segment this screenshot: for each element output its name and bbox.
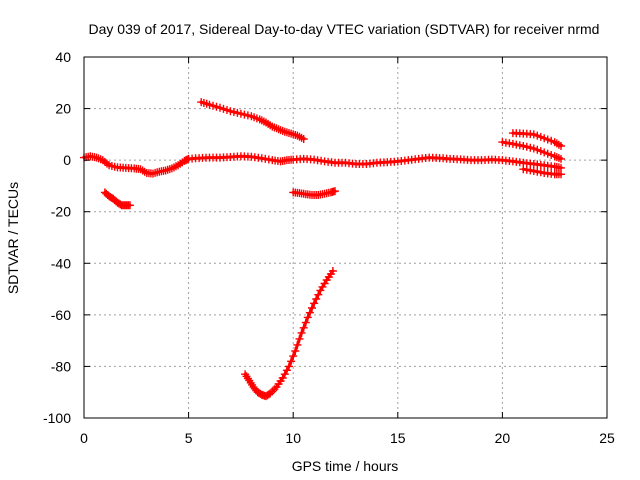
data-point	[557, 154, 565, 163]
series-track-low-2	[289, 187, 339, 199]
data-point	[299, 323, 308, 332]
series-track-end-3	[519, 165, 565, 179]
data-point	[557, 170, 565, 179]
y-tick-label: 0	[63, 152, 71, 168]
data-point	[310, 299, 319, 308]
data-point	[219, 104, 228, 113]
x-tick-label: 10	[285, 430, 301, 446]
data-point	[285, 362, 293, 371]
data-point	[547, 136, 556, 145]
data-point	[328, 267, 337, 275]
series-track-low-1	[100, 188, 134, 210]
series-track-end-1	[508, 129, 565, 150]
data-point	[303, 313, 312, 322]
data-point	[240, 110, 249, 119]
data-point	[543, 135, 552, 144]
y-axis-label: SDTVAR / TECUs	[5, 182, 21, 294]
data-point	[293, 340, 302, 349]
data-point	[287, 357, 296, 366]
y-tick-label: 40	[55, 49, 71, 65]
data-point	[291, 347, 300, 355]
data-point	[126, 201, 134, 210]
data-point	[331, 187, 339, 196]
x-tick-label: 15	[390, 430, 406, 446]
data-point	[529, 144, 538, 153]
data-point	[533, 131, 542, 140]
data-point	[522, 142, 531, 151]
data-point	[508, 139, 517, 148]
x-tick-label: 5	[185, 430, 193, 446]
data-point	[536, 147, 545, 156]
data-point	[312, 295, 321, 303]
data-point	[209, 101, 217, 110]
series-track-main	[80, 152, 565, 178]
chart-title: Day 039 of 2017, Sidereal Day-to-day VTE…	[89, 21, 600, 37]
x-tick-label: 0	[80, 430, 88, 446]
y-tick-label: -100	[43, 410, 71, 426]
data-point	[547, 151, 556, 159]
data-point	[540, 134, 549, 143]
data-point	[305, 308, 314, 317]
y-axis-ticks: -100 -80 -60 -40 -20 0 20 40	[43, 49, 607, 426]
data-point	[229, 108, 238, 116]
x-tick-label: 20	[495, 430, 511, 446]
data-point	[308, 304, 316, 312]
data-point	[536, 132, 545, 141]
y-tick-label: -80	[51, 358, 71, 374]
data-series	[80, 98, 565, 401]
data-point	[233, 108, 242, 117]
data-point	[314, 290, 323, 299]
data-point	[212, 102, 221, 111]
data-point	[289, 352, 298, 361]
series-track-end-2	[498, 138, 565, 163]
data-point	[533, 145, 542, 154]
y-tick-label: 20	[55, 101, 71, 117]
grid-lines	[84, 57, 607, 418]
data-point	[526, 143, 535, 152]
y-tick-label: -60	[51, 307, 71, 323]
data-point	[529, 130, 538, 139]
x-axis-label: GPS time / hours	[292, 458, 399, 474]
data-point	[299, 135, 308, 143]
data-point	[243, 111, 252, 120]
data-point	[226, 107, 235, 116]
data-point	[223, 106, 231, 114]
x-axis-ticks: 0 5 10 15 20 25	[80, 57, 615, 446]
y-tick-label: -20	[51, 204, 71, 220]
series-track-high	[197, 98, 308, 143]
data-point	[519, 142, 528, 150]
data-point	[205, 100, 214, 109]
data-point	[295, 334, 304, 343]
data-point	[216, 103, 224, 112]
data-point	[236, 109, 245, 118]
y-tick-label: -40	[51, 255, 71, 271]
x-tick-label: 25	[599, 430, 615, 446]
data-point	[543, 149, 552, 158]
series-track-dip	[241, 267, 337, 401]
plot-frame	[83, 56, 608, 419]
data-point	[540, 148, 549, 157]
data-point	[301, 318, 310, 327]
data-point	[557, 142, 565, 150]
data-point	[297, 328, 306, 337]
